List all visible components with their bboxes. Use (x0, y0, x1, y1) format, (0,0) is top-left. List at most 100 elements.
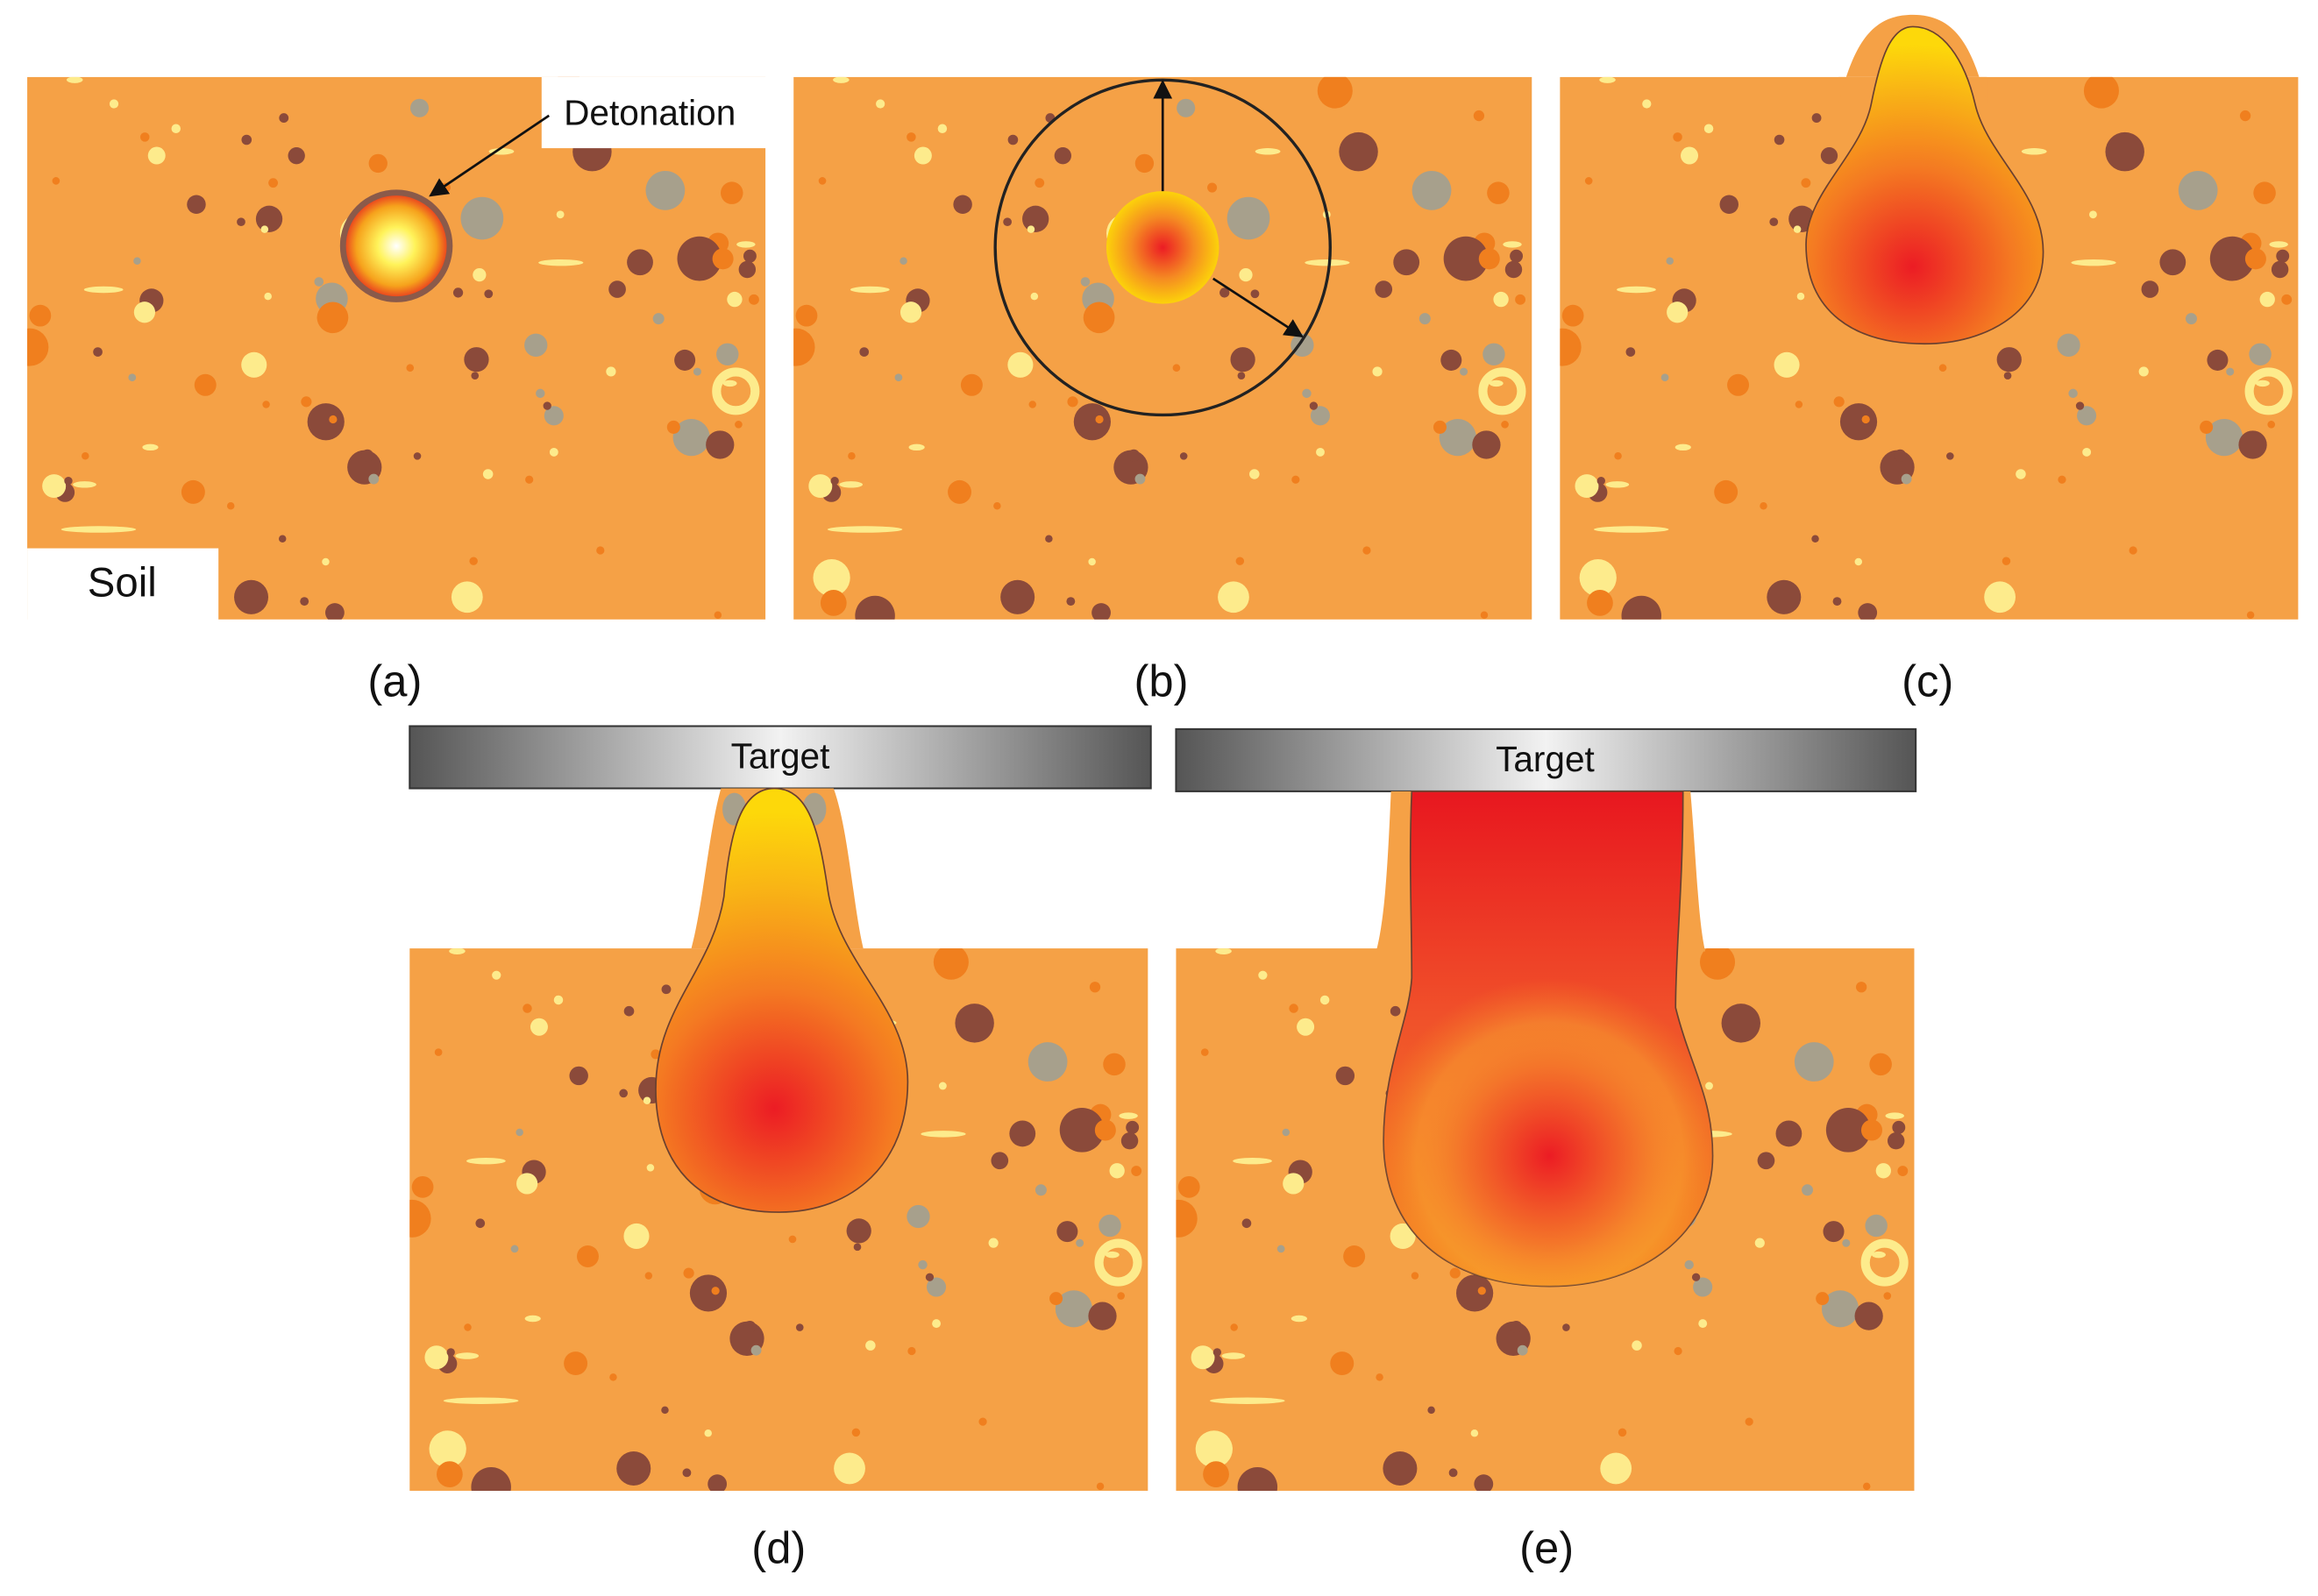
particle (623, 1005, 635, 1017)
particle (1419, 313, 1431, 325)
particle (851, 1428, 861, 1437)
particle (712, 248, 734, 270)
particle (1825, 1107, 1871, 1153)
particle (268, 178, 279, 188)
particle (704, 1429, 712, 1437)
particle (925, 1273, 935, 1281)
particle (644, 1272, 653, 1280)
particle (1317, 76, 1353, 109)
particle (1600, 1452, 1632, 1485)
particle (1823, 1221, 1845, 1243)
particle (1483, 343, 1505, 365)
particle (2129, 546, 2137, 555)
particle (1335, 1066, 1355, 1086)
particle (516, 1128, 523, 1137)
particle (301, 396, 312, 408)
particle (2246, 611, 2255, 619)
particle (2249, 343, 2272, 365)
particle (1427, 1406, 1435, 1415)
particle (1035, 1184, 1047, 1196)
particle (606, 366, 616, 377)
particle (921, 1131, 966, 1138)
particle (1473, 110, 1485, 122)
particle (1203, 1461, 1229, 1487)
particle (1667, 301, 1689, 323)
particle (434, 1048, 443, 1056)
particle (1376, 1373, 1383, 1381)
particle (1885, 1112, 1904, 1119)
particle (1883, 1292, 1892, 1300)
particle (1675, 443, 1691, 451)
particle (643, 1096, 651, 1105)
particle (147, 146, 166, 165)
particle (1007, 351, 1034, 378)
particle (52, 177, 60, 185)
particle (1795, 401, 1803, 408)
particle (1094, 1119, 1116, 1141)
particle (1456, 1274, 1494, 1312)
particle (722, 379, 737, 387)
particle (443, 1397, 519, 1404)
particle (187, 195, 206, 214)
particle (1699, 948, 1736, 980)
particle (1028, 401, 1036, 408)
particle (2281, 294, 2293, 305)
particle (29, 304, 52, 327)
particle (1705, 1082, 1713, 1090)
particle (538, 259, 584, 266)
particle (83, 286, 124, 294)
particle (1833, 396, 1845, 408)
particle (712, 367, 760, 415)
particle (2138, 366, 2149, 377)
particle (544, 406, 564, 426)
particle (1003, 217, 1012, 227)
particle (1760, 501, 1767, 510)
particle (808, 474, 833, 499)
particle (2255, 379, 2270, 387)
particle (1117, 1292, 1125, 1300)
particle (750, 1344, 762, 1356)
particle (652, 313, 665, 325)
particle (1176, 1199, 1198, 1238)
particle (1625, 347, 1636, 357)
particle (1561, 304, 1584, 327)
particle (437, 1461, 463, 1487)
particle (1083, 301, 1115, 334)
particle (993, 501, 1001, 510)
particle (1775, 1120, 1802, 1147)
particle (1099, 1214, 1121, 1238)
particle (1330, 1351, 1355, 1376)
particle (82, 452, 89, 460)
particle (1049, 1292, 1063, 1306)
particle (2141, 280, 2159, 298)
particle (1869, 1053, 1892, 1076)
particle (1681, 146, 1699, 165)
particle (2075, 401, 2085, 410)
particle (1721, 1004, 1761, 1043)
particle (471, 372, 480, 379)
particle (1076, 1238, 1084, 1247)
particle (1839, 403, 1878, 441)
panel-label: (c) (1902, 656, 1953, 706)
particle (1714, 479, 1738, 504)
particle (1515, 294, 1526, 305)
particle (1480, 611, 1489, 619)
particle (1793, 225, 1802, 233)
particle (1584, 177, 1593, 185)
particle (429, 1430, 466, 1468)
particle (543, 401, 551, 410)
particle (2207, 349, 2229, 371)
particle (1088, 557, 1096, 566)
particle (1045, 535, 1053, 543)
particle (549, 447, 558, 457)
particle (1887, 1131, 1905, 1150)
particle (846, 1218, 871, 1244)
particle (1439, 419, 1476, 457)
particle (736, 241, 756, 248)
particle (1207, 182, 1218, 193)
arrow (1212, 277, 1304, 337)
particle (1310, 406, 1330, 426)
particle (1875, 1163, 1891, 1179)
particle (1109, 1163, 1125, 1179)
